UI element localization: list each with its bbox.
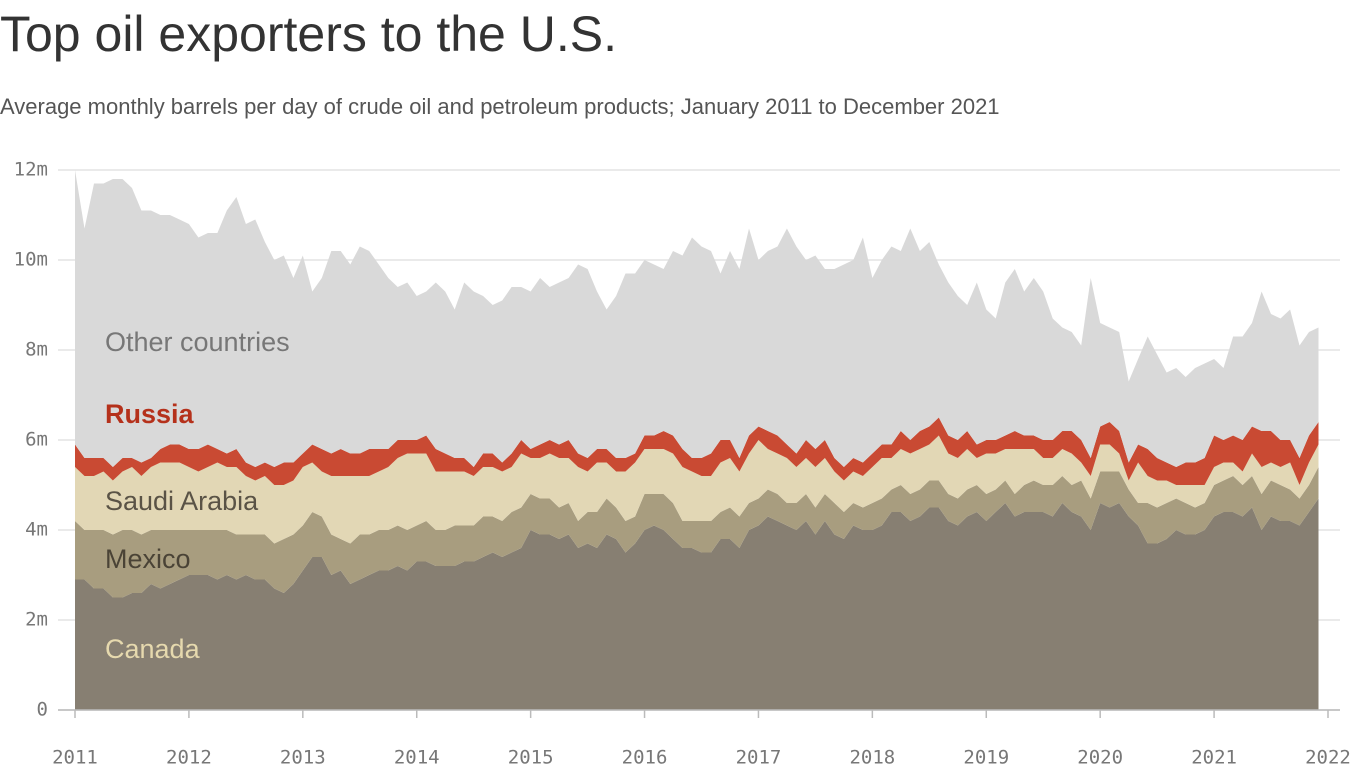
x-tick-label: 2016: [622, 747, 668, 769]
y-tick-label: 4m: [25, 519, 48, 541]
y-tick-label: 12m: [14, 159, 48, 181]
x-tick-label: 2014: [394, 747, 440, 769]
x-tick-label: 2019: [963, 747, 1009, 769]
areas-layer: [75, 170, 1319, 710]
series-label: Other countries: [105, 327, 290, 357]
chart-subtitle: Average monthly barrels per day of crude…: [0, 94, 1000, 119]
area: [75, 435, 1319, 544]
area: [75, 467, 1319, 598]
series-label: Mexico: [105, 544, 191, 574]
series-label: Saudi Arabia: [105, 486, 259, 516]
series-label: Russia: [105, 399, 195, 429]
y-tick-label: 8m: [25, 339, 48, 361]
x-tick-label: 2021: [1191, 747, 1237, 769]
x-tick-label: 2020: [1077, 747, 1123, 769]
series-label: Canada: [105, 634, 201, 664]
x-tick-label: 2013: [280, 747, 326, 769]
labels-layer: Canada Mexico Saudi Arabia Russia Other coun…: [105, 327, 290, 664]
axis-layer: 0 2m 4m 6m 8m 10m 12m 2011 2012 2013 2014 2015 2016 2…: [14, 159, 1351, 769]
x-tick-label: 2017: [736, 747, 782, 769]
y-tick-label: 0: [37, 699, 48, 721]
x-tick-label: 2015: [508, 747, 554, 769]
area: [75, 417, 1319, 485]
area: [75, 170, 1319, 467]
area: [75, 498, 1319, 710]
y-tick-label: 6m: [25, 429, 48, 451]
y-tick-label: 10m: [14, 249, 48, 271]
x-tick-label: 2012: [166, 747, 212, 769]
y-tick-label: 2m: [25, 609, 48, 631]
x-tick-label: 2018: [849, 747, 895, 769]
x-tick-label: 2022: [1305, 747, 1351, 769]
x-tick-label: 2011: [52, 747, 98, 769]
chart-title: Top oil exporters to the U.S.: [0, 6, 617, 62]
